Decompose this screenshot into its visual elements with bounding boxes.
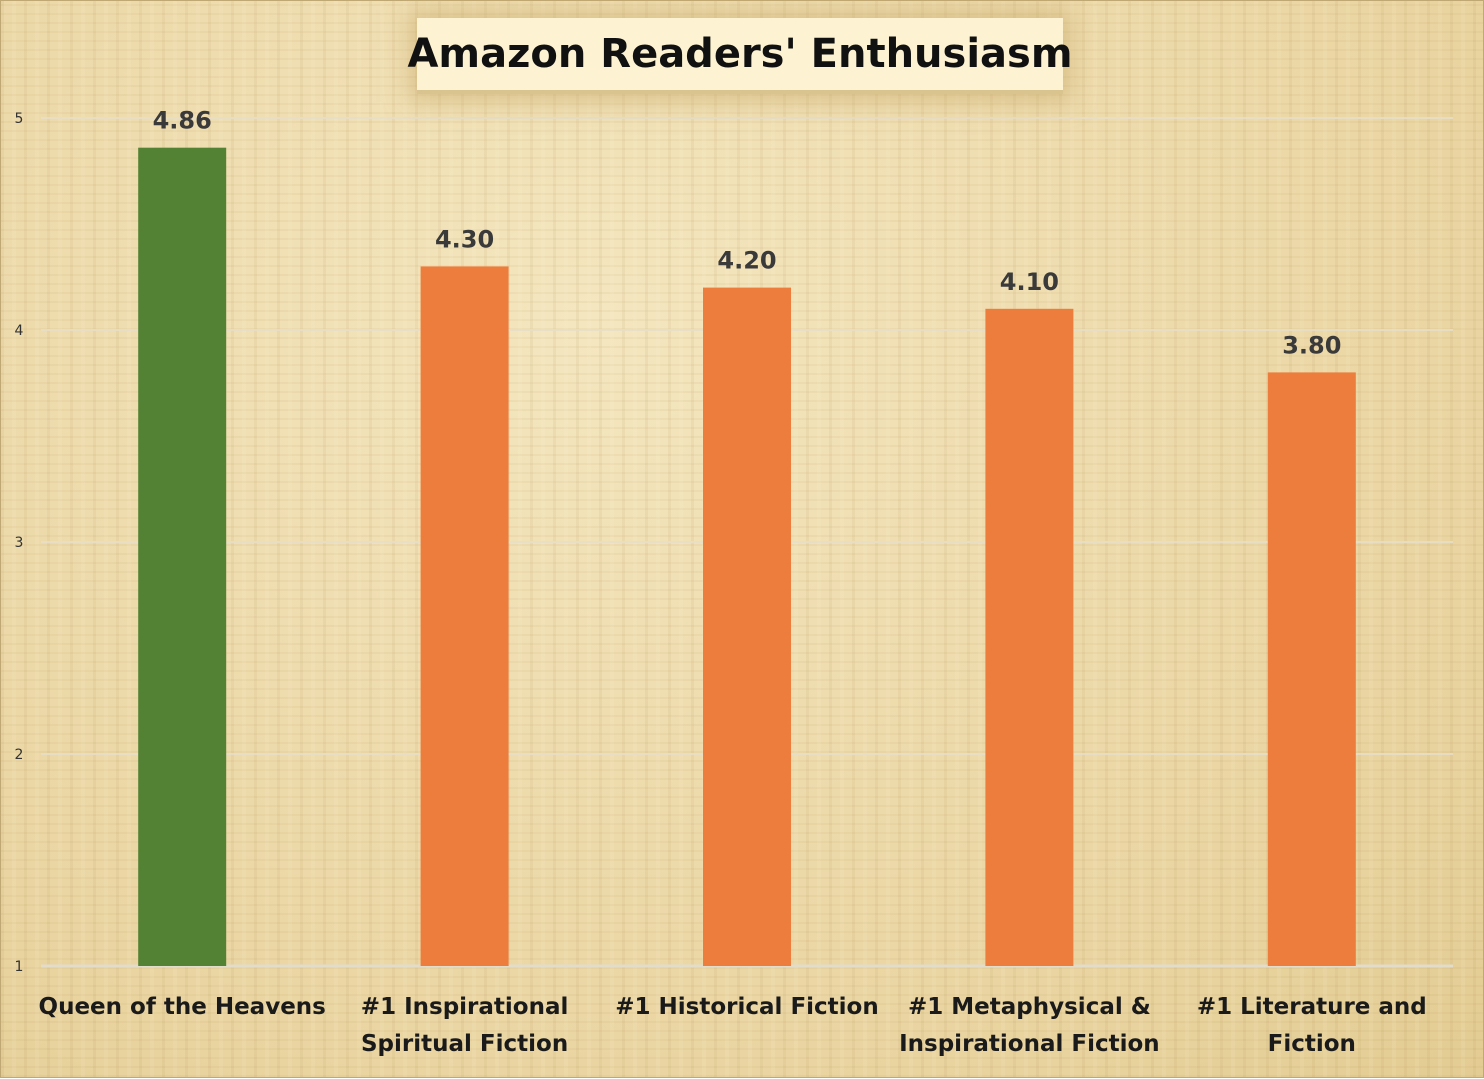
x-tick-label: Inspirational Fiction	[899, 1031, 1160, 1057]
x-tick-label: Spiritual Fiction	[361, 1031, 568, 1057]
bar	[420, 266, 509, 966]
data-label: 4.20	[717, 247, 776, 275]
data-label: 4.10	[1000, 268, 1059, 296]
y-tick-label: 4	[15, 323, 24, 339]
title-box: Amazon Readers' Enthusiasm	[407, 18, 1073, 94]
bar	[1267, 372, 1356, 966]
y-tick-label: 1	[15, 959, 24, 975]
x-tick-label: Fiction	[1268, 1031, 1356, 1057]
bar	[138, 147, 227, 966]
bar	[985, 308, 1074, 966]
x-tick-label: #1 Inspirational	[361, 994, 569, 1020]
x-tick-label: #1 Literature and	[1197, 994, 1427, 1020]
data-label: 4.30	[435, 225, 494, 253]
x-tick-label: #1 Metaphysical &	[908, 994, 1151, 1020]
x-tick-label: Queen of the Heavens	[39, 994, 326, 1020]
bar	[703, 287, 791, 967]
y-tick-label: 3	[15, 535, 24, 551]
chart-title: Amazon Readers' Enthusiasm	[407, 31, 1073, 77]
data-label: 4.86	[153, 107, 212, 135]
data-label: 3.80	[1282, 331, 1341, 359]
y-tick-label: 5	[15, 111, 24, 127]
x-tick-label: #1 Historical Fiction	[615, 994, 878, 1020]
y-tick-label: 2	[15, 747, 24, 763]
